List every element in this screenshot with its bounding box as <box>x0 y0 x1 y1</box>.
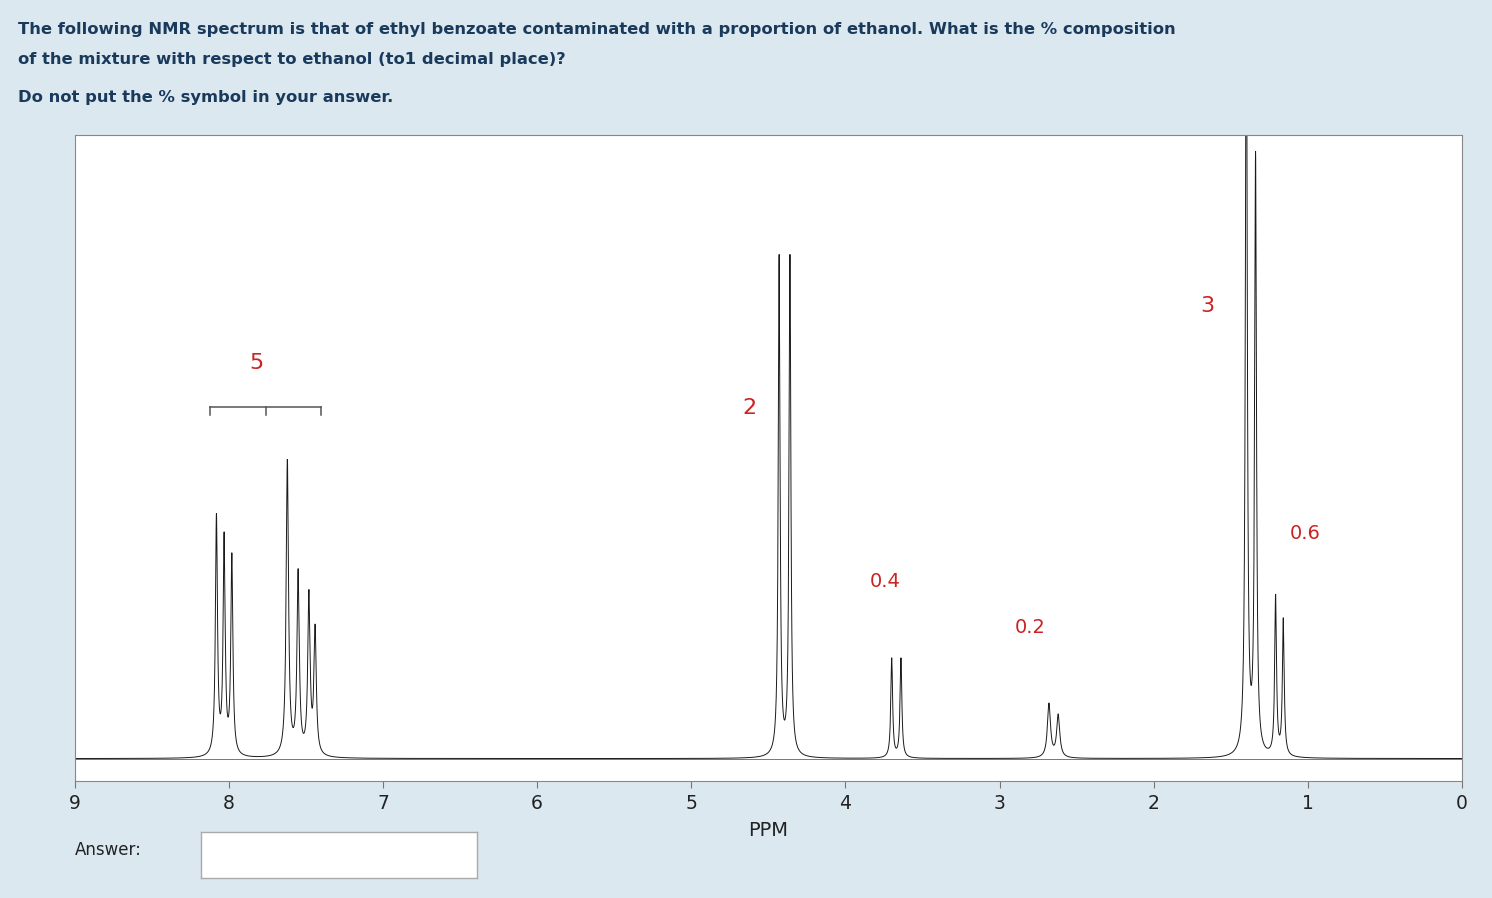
Text: of the mixture with respect to ethanol (to1 decimal place)?: of the mixture with respect to ethanol (… <box>18 52 565 67</box>
Text: The following NMR spectrum is that of ethyl benzoate contaminated with a proport: The following NMR spectrum is that of et… <box>18 22 1176 38</box>
Text: 5: 5 <box>249 353 264 373</box>
Text: 0.4: 0.4 <box>870 572 901 591</box>
Text: 0.6: 0.6 <box>1289 524 1320 543</box>
Text: Do not put the % symbol in your answer.: Do not put the % symbol in your answer. <box>18 90 394 105</box>
Text: 3: 3 <box>1201 296 1214 316</box>
Text: 0.2: 0.2 <box>1015 618 1046 637</box>
X-axis label: PPM: PPM <box>749 821 788 841</box>
Text: Answer:: Answer: <box>75 841 142 858</box>
Text: 2: 2 <box>743 399 756 418</box>
